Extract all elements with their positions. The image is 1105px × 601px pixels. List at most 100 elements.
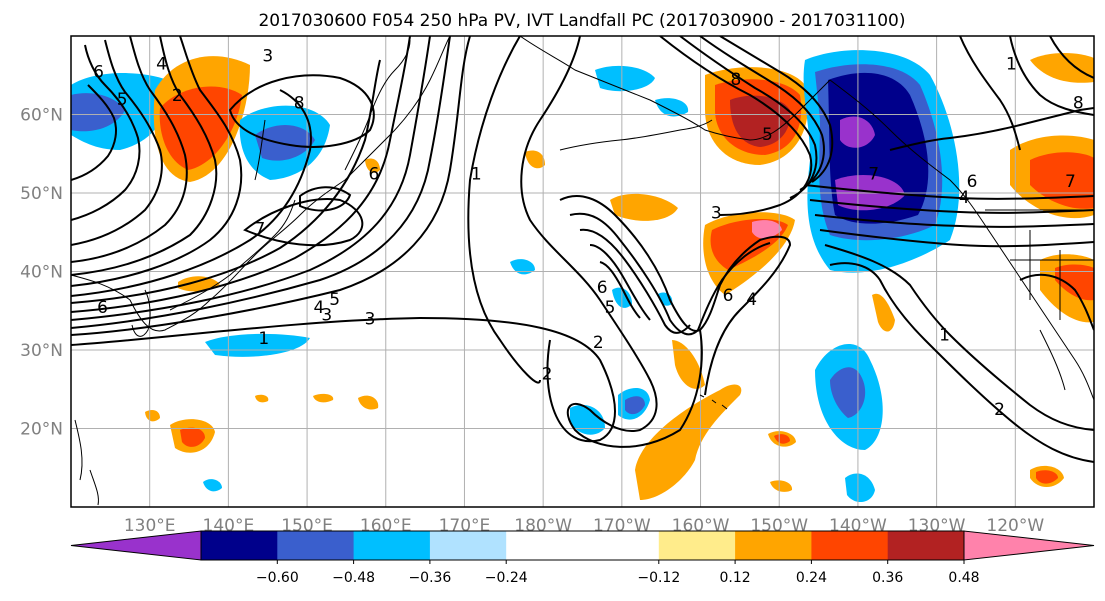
- negative-anomaly-150e-core: [255, 124, 315, 161]
- pv-contour: [599, 261, 641, 319]
- pv-contour: [71, 84, 117, 181]
- colorbar-tick-label: 0.48: [948, 570, 979, 586]
- coastline-baja: [1039, 329, 1066, 391]
- pv-contour: [829, 262, 1094, 463]
- contour-label: 4: [313, 298, 324, 318]
- colorbar-tick-label: −0.12: [637, 570, 680, 586]
- positive-anomaly-150w-20n-core: [774, 434, 790, 444]
- pv-contour: [889, 107, 1094, 151]
- positive-anomaly-east-b-core: [1030, 152, 1094, 209]
- negative-anomaly-west-pacific-b: [510, 259, 535, 275]
- contour-label: 3: [262, 47, 273, 67]
- negative-anomaly-170w-core: [625, 396, 645, 415]
- negative-anomaly-west-core: [71, 93, 125, 132]
- contour-label: 4: [156, 54, 167, 74]
- pv-contour: [520, 36, 703, 448]
- contour-label: 6: [369, 164, 380, 184]
- pv-contour: [71, 36, 431, 321]
- pv-contour: [71, 36, 243, 287]
- contour-label: 5: [329, 290, 340, 310]
- pv-contour: [589, 244, 651, 321]
- latitude-tick-labels: 20°N 30°N 40°N 50°N 60°N: [20, 106, 63, 440]
- colorbar-segment: [735, 531, 812, 560]
- positive-anomaly-152w-max: [752, 220, 782, 239]
- colorbar-tick-label: 0.36: [872, 570, 903, 586]
- positive-anomaly-168w: [610, 193, 678, 221]
- coastline-hawaii: [699, 394, 728, 410]
- colorbar-segment: [887, 531, 965, 560]
- colorbar-segment: [582, 531, 660, 560]
- contour-label: 7: [254, 219, 265, 239]
- positive-anomaly-165e-50n: [365, 158, 380, 173]
- negative-anomaly-165w: [655, 98, 689, 117]
- negative-anomaly-180-20n: [570, 404, 605, 435]
- contour-label: 1: [1006, 54, 1017, 74]
- pv-contour: [719, 36, 834, 183]
- negative-anomaly-140w-25n-core: [830, 367, 866, 418]
- colorbar-tick-label: −0.48: [332, 570, 375, 586]
- pv-contour: [659, 36, 813, 216]
- contour-label: 2: [994, 400, 1005, 420]
- contour-label: 6: [97, 298, 108, 318]
- pv-contour: [71, 36, 188, 263]
- latitude-tick-label: 20°N: [20, 420, 63, 440]
- positive-anomaly-120w-14n-core: [1036, 470, 1058, 484]
- pv-contour: [228, 74, 375, 148]
- positive-anomaly-subtropical-band: [635, 384, 742, 500]
- coastline-japan: [169, 199, 296, 311]
- latitude-tick-label: 40°N: [20, 263, 63, 283]
- pv-contour: [71, 89, 312, 297]
- pv-contour: [809, 199, 1094, 214]
- negative-anomaly-west-pacific-c: [203, 479, 222, 492]
- colorbar: −0.60 −0.48 −0.36 −0.24 −0.12 0.12 0.24 0.36 0.4…: [70, 530, 1095, 586]
- pv-contour: [1049, 36, 1094, 79]
- contour-label: 1: [939, 325, 950, 345]
- contour-label: 1: [471, 164, 482, 184]
- positive-anomaly-135w-35n: [872, 293, 895, 332]
- pv-contour: [804, 184, 1094, 200]
- longitude-tick-label: 130°E: [124, 516, 176, 536]
- contour-label: 5: [605, 298, 616, 318]
- negative-anomaly-168w: [595, 65, 655, 92]
- pv-contour: [699, 36, 825, 191]
- positive-anomaly-west-pacific-f: [255, 394, 269, 403]
- pv-contour: [467, 36, 541, 384]
- pv-contour: [1009, 36, 1094, 116]
- pv-contour: [71, 36, 218, 276]
- pv-contour: [814, 214, 1094, 228]
- colorbar-segment: [277, 531, 355, 560]
- contour-label: 1: [258, 329, 269, 349]
- latitude-tick-label: 30°N: [20, 341, 63, 361]
- pv-contour: [243, 198, 364, 247]
- coastline-north-america: [829, 79, 1094, 401]
- contour-label: 8: [731, 70, 742, 90]
- contour-label: 3: [321, 306, 332, 326]
- positive-anomaly-west-pacific-a-core: [180, 427, 205, 447]
- coastline-korea: [131, 289, 151, 337]
- negative-anomaly-west-pacific-a: [205, 333, 310, 357]
- pv-contour: [71, 44, 141, 221]
- colorbar-segment: [353, 531, 431, 560]
- contour-label: 8: [294, 94, 305, 114]
- pv-contour: [71, 36, 411, 313]
- colorbar-segment: [658, 531, 736, 560]
- contour-label: 2: [593, 333, 604, 353]
- coastline-alaska: [519, 36, 831, 141]
- contour-label: 3: [711, 204, 722, 224]
- pv-contour: [824, 244, 1094, 431]
- positive-anomaly-gulf-of-alaska-max: [730, 95, 791, 147]
- contour-label: 5: [762, 125, 773, 145]
- contour-label: 6: [967, 172, 978, 192]
- positive-anomaly-east-c-core: [1055, 264, 1094, 301]
- pv-contour: [579, 228, 691, 334]
- coastline-philippines: [74, 419, 99, 506]
- positive-anomaly-west-pacific-d: [313, 393, 334, 403]
- contour-label: 6: [93, 62, 104, 82]
- colorbar-tick-label: 0.24: [796, 570, 827, 586]
- pv-contour: [959, 36, 1021, 151]
- positive-anomaly-west-pacific-e: [358, 395, 379, 410]
- latitude-tick-label: 60°N: [20, 106, 63, 126]
- coastline-aleutians: [559, 119, 713, 151]
